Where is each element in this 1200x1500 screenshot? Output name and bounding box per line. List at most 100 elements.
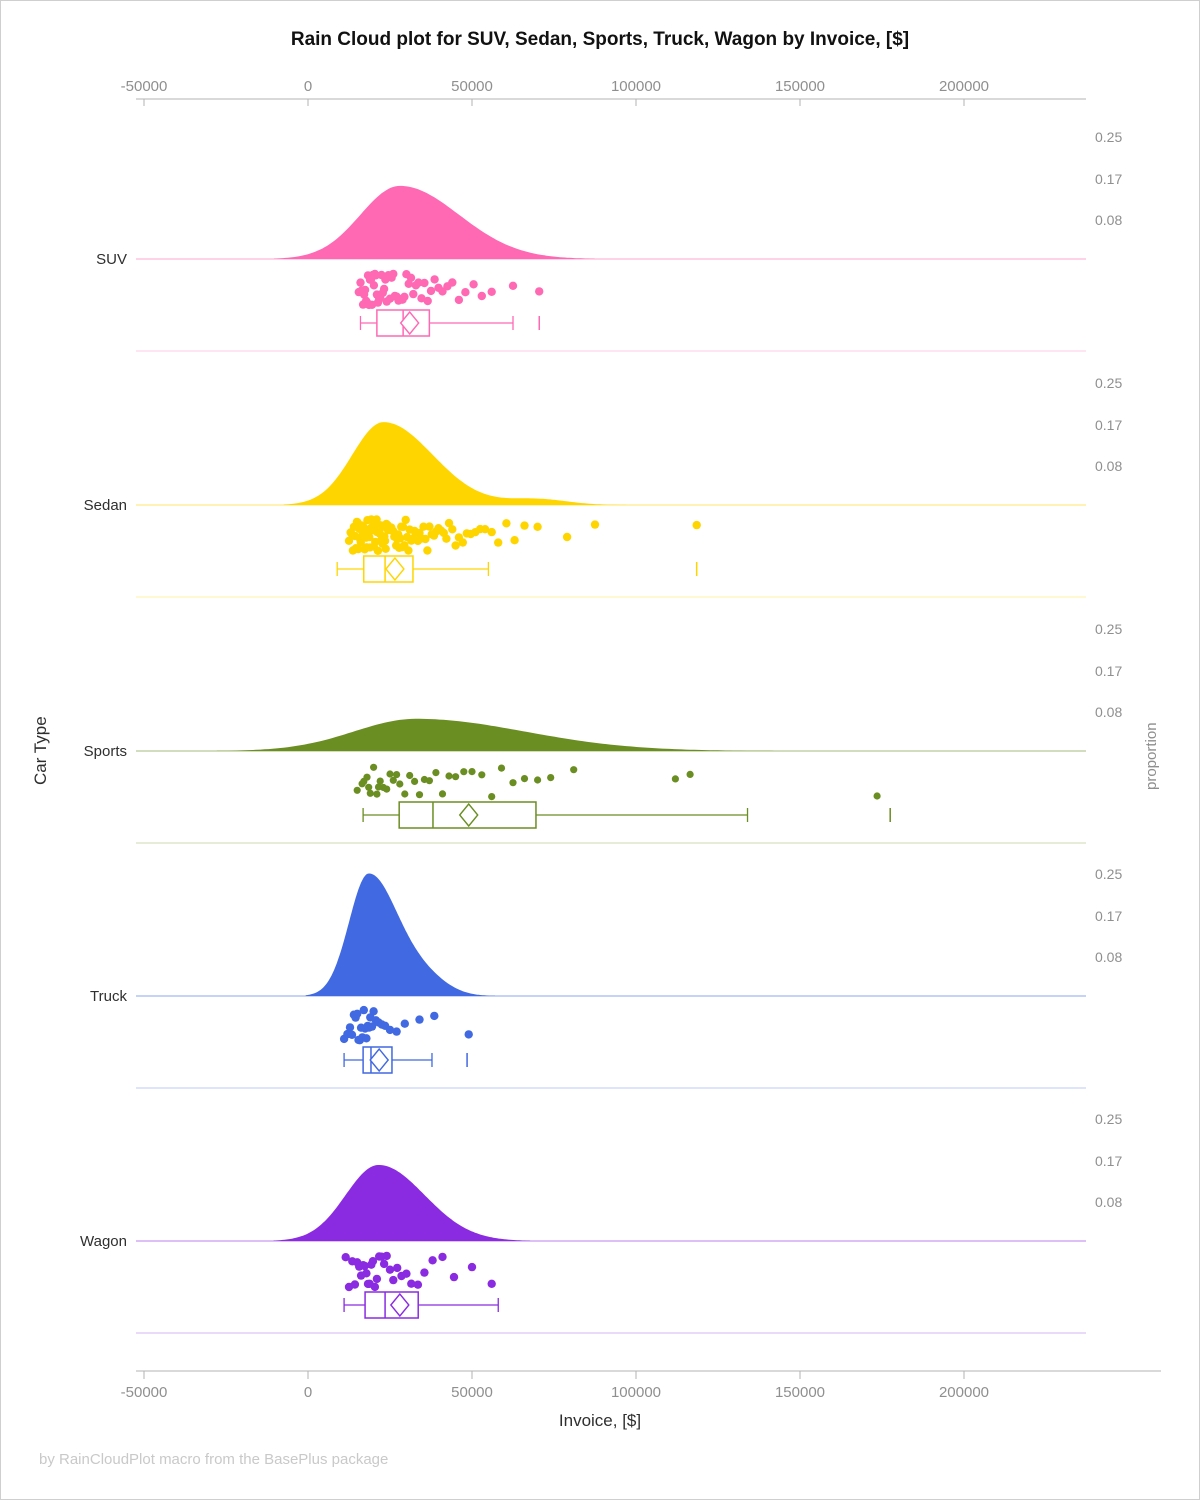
rain-point: [365, 532, 374, 542]
rain-point: [497, 764, 506, 772]
rain-point: [508, 281, 518, 290]
rain-point: [365, 783, 373, 791]
proportion-tick-label: 0.08: [1095, 704, 1122, 720]
rain-point: [398, 522, 408, 532]
rain-point: [401, 515, 410, 525]
rain-point: [415, 791, 424, 799]
proportion-tick-label: 0.17: [1095, 908, 1122, 924]
rain-point: [350, 1280, 360, 1289]
rain-point: [404, 546, 413, 555]
proportion-tick-label: 0.08: [1095, 949, 1122, 965]
truck-rain-points: [339, 1005, 473, 1045]
rain-point: [389, 776, 397, 784]
rain-point: [692, 520, 701, 530]
rain-point: [458, 538, 467, 547]
rain-point: [369, 1007, 378, 1016]
rain-point: [406, 273, 416, 282]
rain-point: [448, 525, 457, 534]
rain-point: [461, 288, 470, 297]
sports-box-plot: [362, 801, 891, 829]
rain-point: [477, 291, 486, 301]
rain-point: [502, 519, 511, 528]
rain-point: [354, 544, 363, 554]
rain-point: [396, 780, 404, 788]
rain-point: [363, 773, 371, 781]
rain-point: [686, 770, 694, 779]
rain-point: [372, 1274, 382, 1284]
wagon-rain-points: [341, 1251, 496, 1292]
rain-point: [464, 1030, 473, 1039]
rain-point: [451, 541, 460, 550]
y-axis-label: Car Type: [31, 716, 50, 786]
rain-point: [438, 1252, 447, 1262]
rain-point: [487, 527, 496, 537]
rain-point: [494, 538, 503, 547]
rain-point: [400, 1019, 409, 1028]
category-label-sedan: Sedan: [84, 497, 127, 514]
rain-point: [590, 520, 600, 529]
sports-rain-points: [353, 763, 881, 801]
rain-point: [386, 770, 394, 778]
rain-point: [353, 786, 361, 794]
sedan-row: Sedan 0.25 0.17 0.08: [84, 375, 1122, 598]
proportion-tick-label: 0.25: [1095, 1111, 1122, 1127]
rain-point: [534, 776, 542, 784]
rain-point: [409, 289, 418, 299]
rain-point: [487, 1279, 496, 1289]
x-axis-bottom-tick-label: 100000: [611, 1384, 661, 1401]
rain-point: [420, 278, 429, 288]
rain-point: [430, 1011, 439, 1021]
rain-point: [469, 280, 478, 289]
rain-point: [480, 525, 490, 534]
mean-diamond: [389, 1292, 410, 1318]
rain-point: [393, 1263, 402, 1273]
rain-point: [438, 790, 447, 798]
rain-point: [373, 790, 381, 798]
suv-box-plot: [359, 309, 540, 337]
category-label-suv: SUV: [96, 251, 127, 268]
rain-point: [488, 793, 496, 801]
x-axis-top-tick-label: 150000: [775, 78, 825, 95]
x-axis-bottom-tick-label: 50000: [451, 1384, 493, 1401]
rain-point: [873, 792, 881, 800]
rain-point: [393, 771, 401, 779]
rain-point: [510, 536, 519, 545]
x-axis-bottom-tick-label: 150000: [775, 1384, 825, 1401]
rain-point: [396, 534, 405, 543]
rain-point: [383, 785, 391, 793]
rain-point: [401, 790, 409, 798]
x-axis-bottom-tick-label: -50000: [121, 1384, 168, 1401]
rain-point: [345, 1023, 355, 1032]
rain-point: [406, 771, 414, 780]
rain-point: [385, 1265, 395, 1274]
x-axis-label: Invoice, [$]: [558, 1411, 642, 1430]
rain-point: [407, 1279, 416, 1288]
rain-point: [423, 296, 432, 306]
rain-point: [385, 1025, 395, 1035]
rain-point: [671, 775, 680, 783]
proportion-tick-label: 0.08: [1095, 1194, 1122, 1210]
rain-point: [362, 1269, 371, 1278]
wagon-box-plot: [343, 1291, 499, 1319]
rain-point: [373, 546, 383, 555]
rain-point: [421, 534, 430, 544]
footer-note: by RainCloudPlot macro from the BasePlus…: [39, 1451, 389, 1468]
proportion-tick-label: 0.25: [1095, 621, 1122, 637]
proportion-tick-label: 0.08: [1095, 458, 1122, 474]
proportion-tick-label: 0.17: [1095, 663, 1122, 679]
rain-point: [428, 1256, 437, 1265]
rain-point: [402, 1269, 411, 1278]
rain-point: [380, 536, 390, 545]
rain-point: [467, 1262, 477, 1272]
rain-point: [452, 773, 460, 781]
rain-point: [382, 1251, 391, 1261]
proportion-tick-label: 0.17: [1095, 417, 1122, 433]
rain-point: [367, 1022, 377, 1031]
sedan-box-plot: [336, 555, 698, 583]
rain-point: [442, 534, 451, 543]
rain-point: [376, 777, 384, 785]
x-axis-top-tick-label: 0: [304, 78, 312, 95]
rain-point: [413, 1280, 423, 1289]
rain-point: [420, 1268, 429, 1277]
